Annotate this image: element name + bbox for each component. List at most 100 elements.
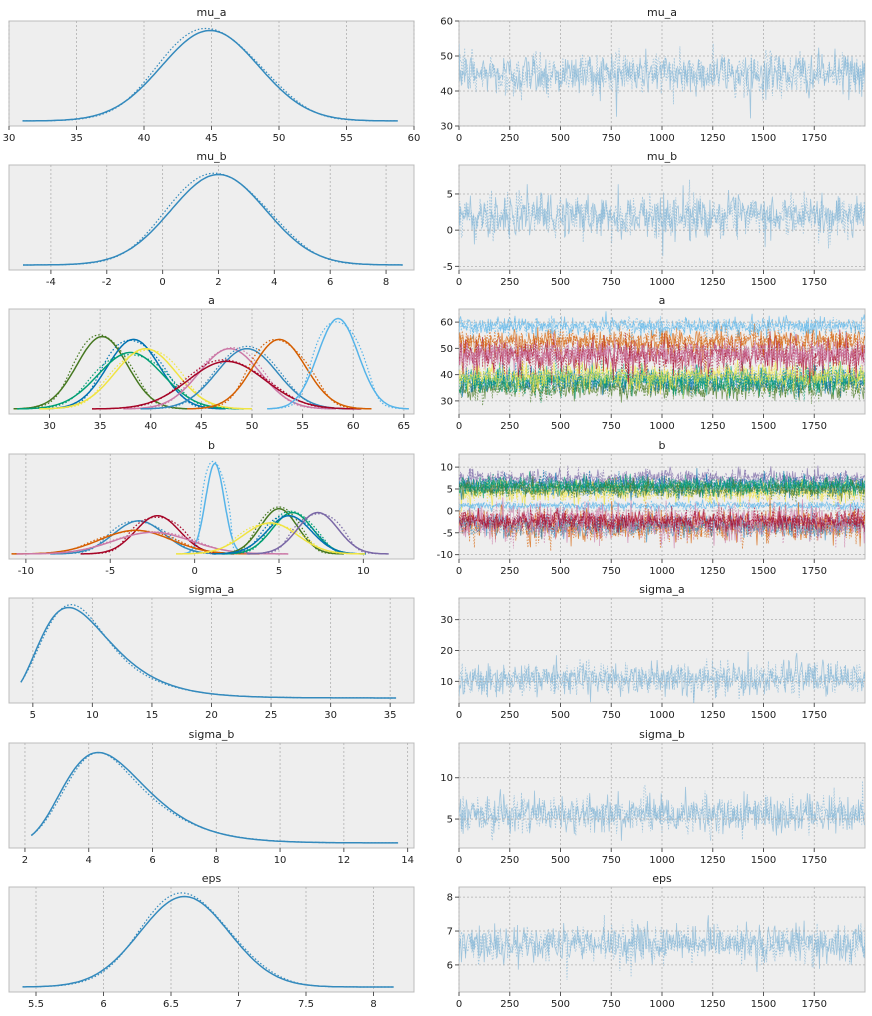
x-tick-label: 65 — [398, 421, 411, 432]
x-tick-label: 1750 — [802, 421, 827, 432]
trace-line — [459, 336, 865, 375]
axes-background — [8, 164, 415, 271]
x-tick-label: 20 — [205, 710, 218, 721]
panel-title: eps — [202, 872, 222, 885]
density-line-chain2 — [140, 345, 353, 410]
plot-area — [459, 780, 865, 841]
x-tick-label: 0 — [456, 999, 462, 1010]
x-tick-label: 4 — [271, 277, 277, 288]
x-tick-label: 30 — [43, 421, 56, 432]
y-tick-label: 30 — [440, 396, 453, 407]
x-tick-label: 0 — [456, 421, 462, 432]
density-line-chain2 — [212, 515, 365, 555]
plot-area — [459, 914, 865, 980]
trace-line — [459, 658, 865, 700]
x-tick-label: 1000 — [649, 421, 674, 432]
panel-eps-trace: eps 0 250 500 750 1000 1250 1500 1750 6 7 8 — [447, 872, 866, 1010]
plot-area — [30, 751, 399, 844]
density-line-chain2 — [267, 321, 408, 410]
x-tick-label: 500 — [551, 277, 570, 288]
x-tick-label: 1000 — [649, 710, 674, 721]
x-tick-label: 250 — [500, 566, 519, 577]
y-tick-label: -10 — [437, 550, 453, 561]
panel-b-density: b -10 -5 0 5 10 — [8, 439, 415, 577]
y-tick-label: 8 — [447, 893, 453, 904]
x-tick-label: 250 — [500, 133, 519, 144]
density-line-chain2 — [187, 339, 371, 410]
plot-area — [20, 603, 397, 699]
x-tick-label: 750 — [602, 999, 621, 1010]
y-tick-label: 60 — [440, 17, 453, 28]
y-tick-label: 50 — [440, 344, 453, 355]
x-tick-label: 50 — [273, 133, 286, 144]
plot-area — [459, 311, 865, 406]
x-tick-label: 35 — [94, 421, 107, 432]
x-tick-label: 250 — [500, 421, 519, 432]
x-tick-label: 55 — [296, 421, 309, 432]
x-tick-label: 35 — [70, 133, 83, 144]
x-tick-label: 1250 — [700, 277, 725, 288]
plot-area — [11, 460, 389, 555]
x-tick-label: 60 — [347, 421, 360, 432]
y-tick-label: 7 — [447, 927, 453, 938]
x-tick-label: 25 — [265, 710, 278, 721]
x-tick-label: 1750 — [802, 133, 827, 144]
y-tick-label: 0 — [447, 226, 453, 237]
x-tick-label: 750 — [602, 421, 621, 432]
density-line — [50, 520, 228, 555]
x-tick-label: 0 — [191, 566, 197, 577]
plot-area — [13, 317, 409, 410]
x-tick-label: 30 — [324, 710, 337, 721]
trace-line — [459, 915, 865, 973]
x-tick-label: 45 — [195, 421, 208, 432]
x-tick-label: 750 — [602, 133, 621, 144]
density-line-chain2 — [221, 510, 363, 555]
x-tick-label: 1250 — [700, 133, 725, 144]
trace-line — [459, 43, 865, 105]
panel-a-density: a 30 35 40 45 50 55 60 65 — [8, 294, 415, 432]
trace-line — [459, 499, 865, 513]
density-line — [92, 360, 362, 410]
panel-mu_a-trace: mu_a 0 250 500 750 1000 1250 1500 1750 30 40 50 60 — [440, 6, 866, 144]
panel-mu_a-density: mu_a 30 35 40 45 50 55 60 — [3, 6, 421, 144]
x-tick-label: 45 — [205, 133, 218, 144]
panel-title: eps — [652, 872, 672, 885]
y-tick-label: 5 — [447, 485, 453, 496]
trace-line — [459, 506, 865, 540]
x-tick-label: 6 — [100, 999, 106, 1010]
x-tick-label: 1750 — [802, 277, 827, 288]
x-tick-label: 1750 — [802, 566, 827, 577]
x-tick-label: 500 — [551, 421, 570, 432]
x-tick-label: 35 — [384, 710, 397, 721]
panel-sigma_a-density: sigma_a 5 10 15 20 25 30 35 — [8, 583, 415, 721]
density-line-chain2 — [22, 892, 393, 988]
trace-line — [459, 471, 865, 500]
plot-area — [23, 172, 403, 266]
x-tick-label: 6 — [327, 277, 333, 288]
x-tick-label: 1500 — [751, 710, 776, 721]
trace-line — [459, 914, 865, 980]
panel-title: mu_a — [647, 6, 677, 19]
density-line — [17, 351, 244, 410]
trace-line — [459, 507, 865, 541]
density-line-chain2 — [92, 359, 361, 410]
panel-a-trace: a 0 250 500 750 1000 1250 1500 1750 30 40 50 60 — [440, 294, 866, 432]
x-tick-label: 1500 — [751, 855, 776, 866]
x-tick-label: 0 — [456, 133, 462, 144]
y-tick-label: 5 — [447, 815, 453, 826]
x-tick-label: 5 — [30, 710, 36, 721]
x-tick-label: 500 — [551, 566, 570, 577]
density-line — [123, 347, 337, 410]
panel-title: mu_b — [647, 150, 677, 163]
x-tick-label: 30 — [3, 133, 16, 144]
panel-title: sigma_b — [189, 728, 235, 741]
trace-line — [459, 315, 865, 341]
panel-title: a — [659, 294, 666, 307]
y-tick-label: 5 — [447, 189, 453, 200]
plot-area — [459, 465, 865, 551]
panel-b-trace: b 0 250 500 750 1000 1250 1500 1750 -10 -5 0 5 10 — [437, 439, 866, 577]
trace-line — [459, 780, 865, 841]
y-tick-label: 10 — [440, 773, 453, 784]
x-tick-label: 250 — [500, 710, 519, 721]
panel-title: mu_a — [197, 6, 227, 19]
